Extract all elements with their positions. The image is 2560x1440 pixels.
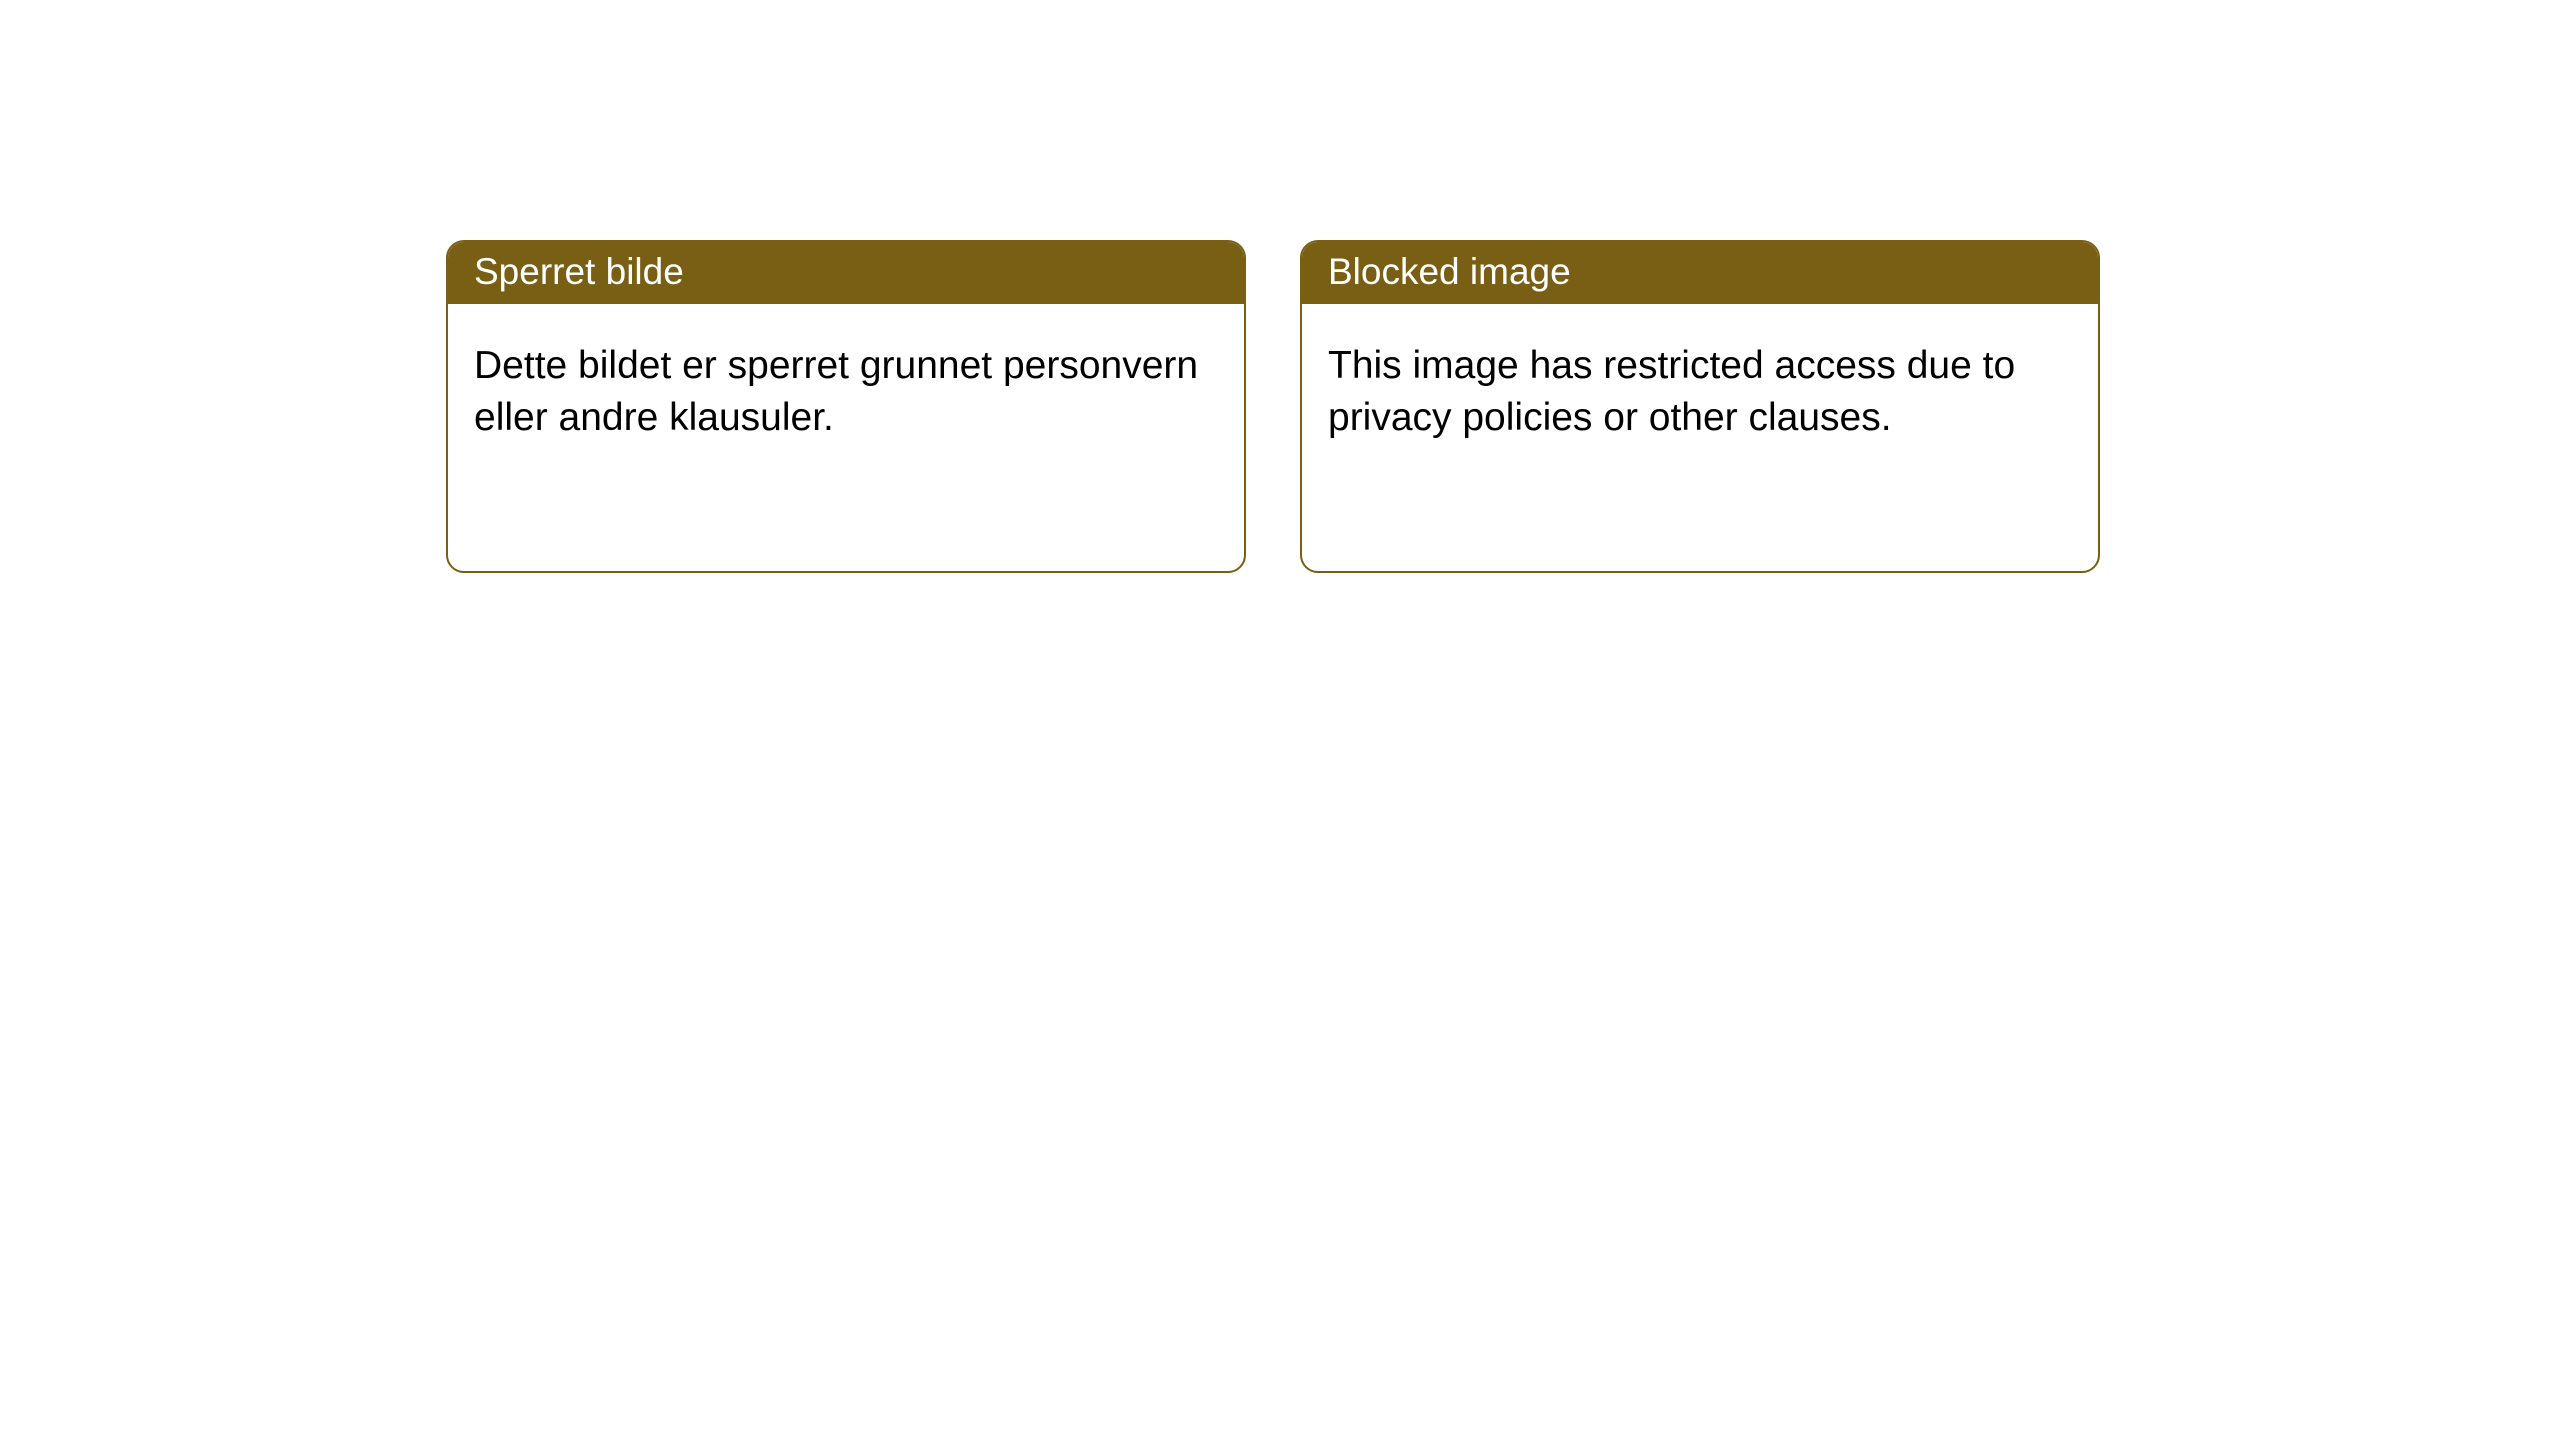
notice-header: Sperret bilde — [448, 242, 1244, 304]
notice-container: Sperret bilde Dette bildet er sperret gr… — [0, 0, 2560, 573]
notice-header: Blocked image — [1302, 242, 2098, 304]
notice-body: Dette bildet er sperret grunnet personve… — [448, 304, 1244, 469]
notice-card-norwegian: Sperret bilde Dette bildet er sperret gr… — [446, 240, 1246, 573]
notice-body: This image has restricted access due to … — [1302, 304, 2098, 469]
notice-card-english: Blocked image This image has restricted … — [1300, 240, 2100, 573]
